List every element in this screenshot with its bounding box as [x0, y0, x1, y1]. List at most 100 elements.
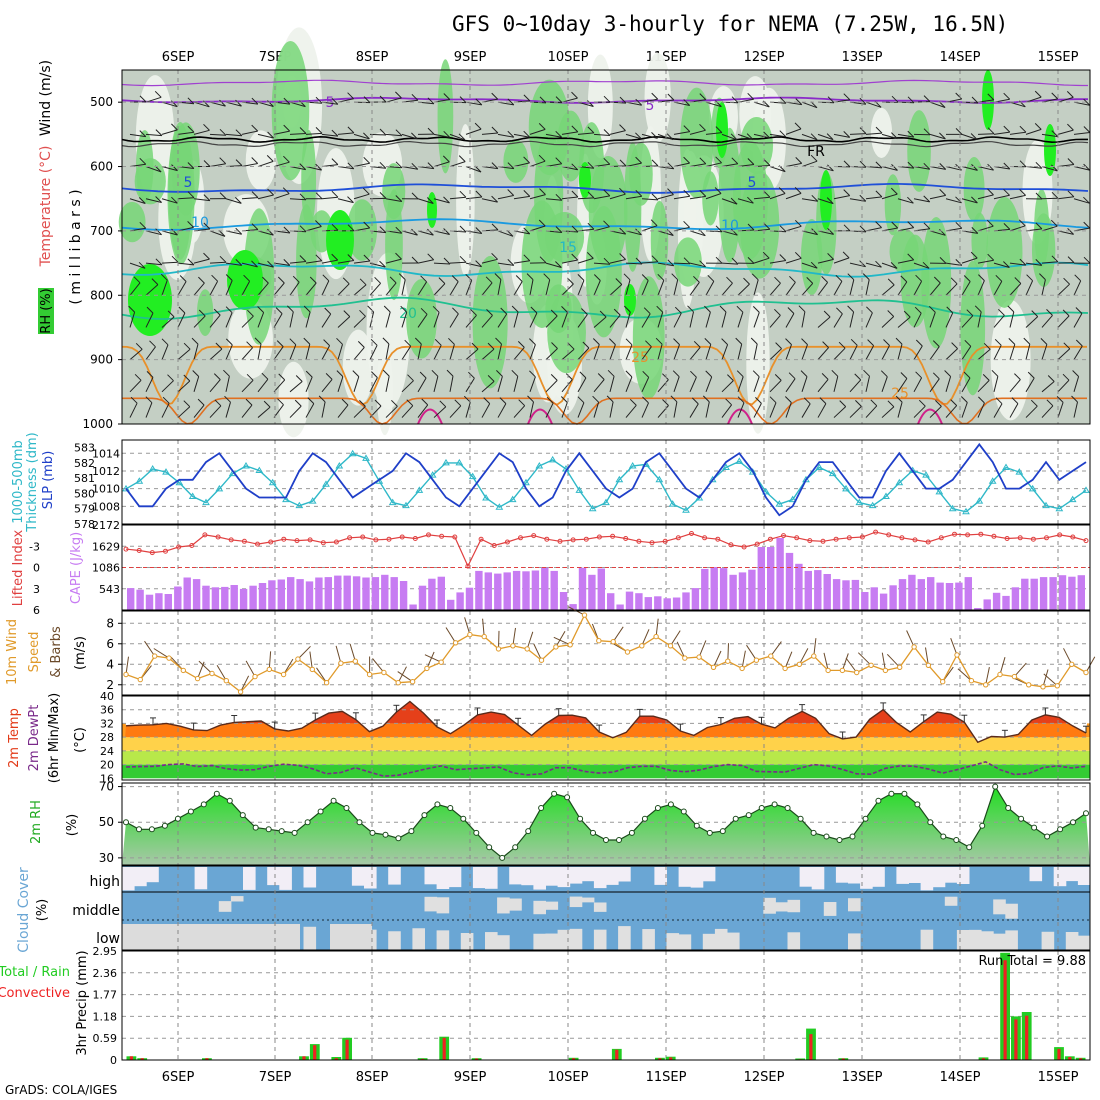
wind-barb-feather	[1027, 371, 1035, 379]
cape-bar	[898, 579, 907, 610]
cape-bar	[390, 577, 398, 610]
wind-barb	[721, 230, 738, 236]
wind-barb	[449, 161, 466, 168]
wind-barb	[417, 230, 434, 236]
wind-speed-point	[366, 671, 373, 678]
surface-wind-barb	[798, 648, 809, 665]
wind-barb	[417, 198, 434, 204]
wind-barb	[1009, 131, 1026, 135]
wind-barb	[193, 343, 199, 360]
wind-barb-feather	[826, 133, 834, 140]
wind-barb-feather	[1051, 191, 1059, 199]
wind-barb-feather	[683, 156, 690, 164]
cape-bar	[221, 586, 229, 610]
wind-barb-feather	[213, 373, 221, 380]
wind-barb-feather	[571, 225, 579, 233]
tick-label: 70	[99, 780, 114, 794]
thickness-point	[1068, 495, 1077, 503]
wind-barb	[785, 225, 802, 232]
wind-barb	[289, 198, 307, 201]
wind-barb-feather	[315, 96, 323, 104]
wind-barb-feather	[843, 160, 851, 168]
wind-barb-feather	[855, 400, 862, 407]
wind-barb	[289, 344, 297, 360]
temp-tick: 16	[100, 772, 114, 785]
cape-bar	[635, 593, 643, 610]
cloud-high-clear	[848, 867, 861, 884]
wind-barb-feather	[907, 96, 915, 104]
wind-barb	[817, 258, 834, 264]
wind-speed-point	[352, 658, 358, 664]
wind-barb	[609, 376, 615, 392]
wind-barb	[817, 166, 834, 172]
wind-barb	[849, 133, 867, 135]
cape-bar	[832, 579, 841, 610]
wind-barb-feather	[587, 126, 595, 134]
wind-barb	[289, 133, 307, 135]
wind-barb	[449, 344, 455, 360]
cape-bar	[607, 593, 615, 610]
wind-barb	[241, 347, 253, 360]
wind-barb-feather	[1067, 190, 1075, 198]
lifted-index-point	[952, 531, 957, 537]
wind-barb-feather	[331, 223, 339, 231]
rh-dry-cell	[990, 299, 1031, 421]
wind-barb-feather	[619, 187, 626, 195]
wind-barb-feather	[625, 370, 633, 378]
wind-barb-feather	[411, 228, 418, 236]
wind-barb-feather	[507, 162, 515, 169]
wind-barb	[353, 284, 367, 296]
rh-point	[148, 826, 155, 833]
tick-label: 30	[99, 851, 114, 865]
wind-barb-feather	[515, 275, 523, 282]
wind-barb-feather	[468, 371, 475, 379]
wind-barb-feather	[438, 277, 446, 284]
wind-barb	[673, 162, 690, 168]
surface-wind-barb	[512, 627, 516, 646]
wind-barb-feather	[847, 305, 854, 313]
temp-line	[125, 700, 1087, 744]
wind-barb-feather	[875, 260, 882, 268]
axis-label-slp: SLP (mb)	[41, 451, 56, 510]
wind-barb-feather	[347, 162, 355, 170]
rh-point	[810, 829, 817, 836]
precip-convective-bar	[334, 1058, 338, 1060]
wind-barb	[993, 314, 1005, 328]
wind-barb	[321, 345, 331, 360]
wind-speed-point	[868, 662, 874, 668]
wind-speed-point	[768, 653, 774, 659]
contour-5	[121, 183, 1089, 194]
wind-barb-feather	[843, 224, 851, 232]
wind-barb	[273, 346, 284, 360]
wind-barb	[785, 344, 792, 360]
lifted-index-point	[333, 539, 339, 545]
wind-barb-feather	[251, 260, 258, 268]
wind-barb	[881, 284, 895, 296]
lifted-index-point	[702, 535, 708, 541]
wind-barb-feather	[171, 255, 179, 263]
wind-barb-feather	[842, 251, 850, 259]
wind-barb	[993, 345, 1002, 360]
legend-total-rain: Total / Rain	[0, 965, 70, 980]
rh-frame	[121, 782, 1091, 866]
wind-barb	[465, 166, 482, 173]
date-label-bottom: 8SEP	[356, 1070, 389, 1085]
wind-barb-feather	[404, 339, 412, 347]
wind-barb-feather	[683, 220, 690, 228]
cape-bar	[1039, 577, 1048, 610]
cloud-middle-clear	[775, 902, 788, 912]
rh-point	[525, 828, 532, 835]
thickness-point	[682, 506, 690, 513]
wind-barb	[241, 262, 258, 268]
wind-barb	[385, 343, 390, 360]
wind-barb-feather	[1062, 309, 1070, 317]
wind-barb-feather	[546, 396, 554, 404]
wind-barb	[689, 262, 706, 268]
wind-barb-feather	[1003, 162, 1011, 170]
wind-barb-feather	[411, 192, 419, 200]
wind-barb	[865, 376, 870, 392]
wind-barb-feather	[918, 399, 926, 407]
lifted-index-point	[781, 533, 786, 539]
wind-barb	[769, 166, 786, 173]
wind-barb-feather	[635, 257, 643, 265]
